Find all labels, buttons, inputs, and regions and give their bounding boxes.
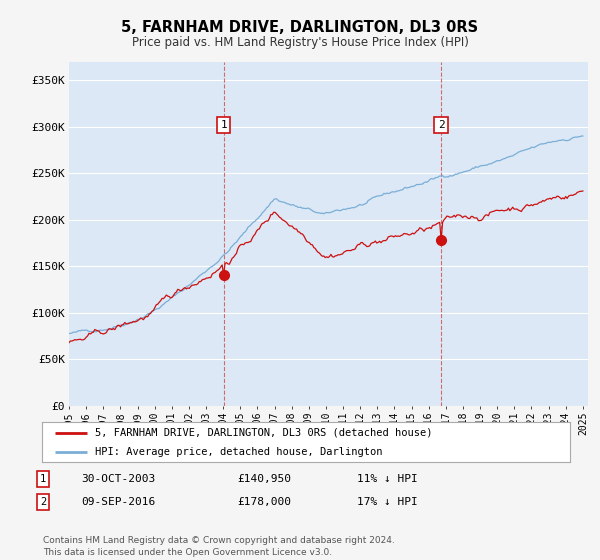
Text: 09-SEP-2016: 09-SEP-2016	[81, 497, 155, 507]
Text: 5, FARNHAM DRIVE, DARLINGTON, DL3 0RS: 5, FARNHAM DRIVE, DARLINGTON, DL3 0RS	[121, 20, 479, 35]
Text: 1: 1	[220, 120, 227, 130]
Text: 2: 2	[40, 497, 46, 507]
Text: HPI: Average price, detached house, Darlington: HPI: Average price, detached house, Darl…	[95, 447, 382, 457]
Text: £178,000: £178,000	[237, 497, 291, 507]
Text: 30-OCT-2003: 30-OCT-2003	[81, 474, 155, 484]
Text: 17% ↓ HPI: 17% ↓ HPI	[357, 497, 418, 507]
Text: 5, FARNHAM DRIVE, DARLINGTON, DL3 0RS (detached house): 5, FARNHAM DRIVE, DARLINGTON, DL3 0RS (d…	[95, 428, 432, 438]
Text: 11% ↓ HPI: 11% ↓ HPI	[357, 474, 418, 484]
Text: 2: 2	[438, 120, 445, 130]
Text: 1: 1	[40, 474, 46, 484]
Text: £140,950: £140,950	[237, 474, 291, 484]
Text: Price paid vs. HM Land Registry's House Price Index (HPI): Price paid vs. HM Land Registry's House …	[131, 36, 469, 49]
Text: Contains HM Land Registry data © Crown copyright and database right 2024.
This d: Contains HM Land Registry data © Crown c…	[43, 536, 395, 557]
